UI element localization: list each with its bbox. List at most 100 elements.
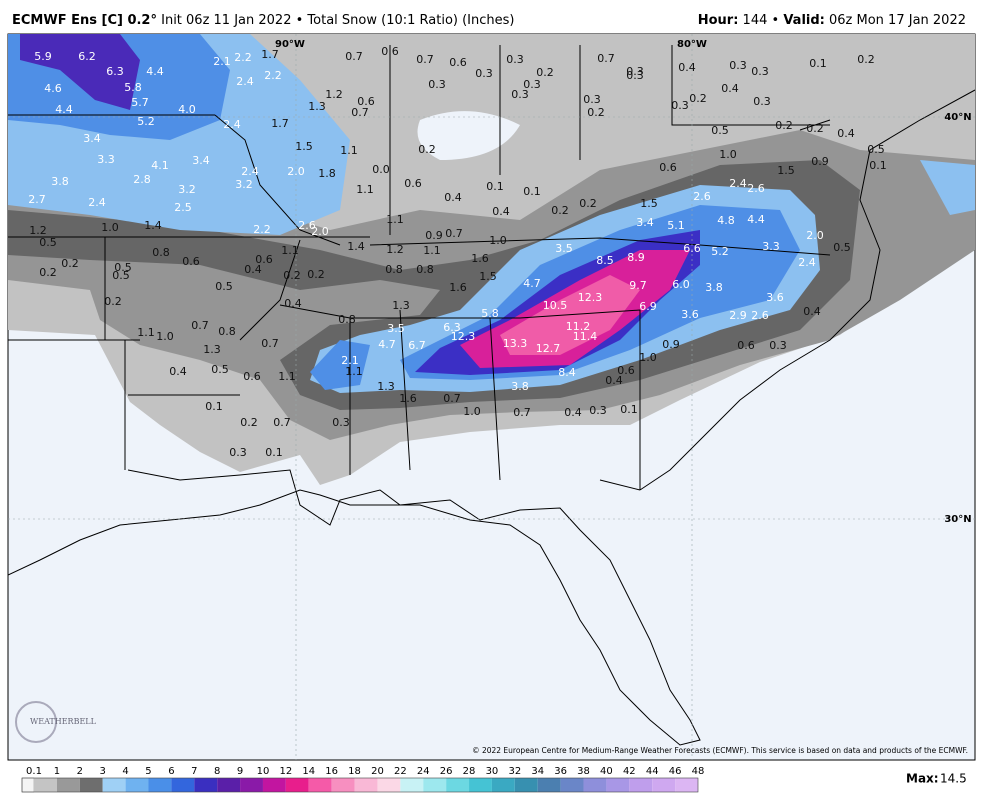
point-value: 1.2	[29, 224, 47, 237]
point-value: 6.6	[683, 242, 701, 255]
point-value: 0.9	[811, 155, 829, 168]
point-value: 0.2	[689, 92, 707, 105]
point-value: 1.1	[356, 183, 374, 196]
point-value: 1.0	[463, 405, 481, 418]
point-value: 0.1	[869, 159, 887, 172]
point-value: 4.1	[151, 159, 169, 172]
point-value: 0.3	[229, 446, 247, 459]
point-value: 1.5	[777, 164, 795, 177]
legend-tick-label: 32	[508, 766, 521, 777]
point-value: 12.3	[451, 330, 476, 343]
point-value: 0.2	[61, 257, 79, 270]
point-value: 1.2	[325, 88, 343, 101]
point-value: 3.2	[235, 178, 253, 191]
point-value: 0.5	[867, 143, 885, 156]
point-value: 2.4	[88, 196, 106, 209]
point-values: 5.9 6.26.3 4.42.1 2.2 1.7 0.7 0.60.7 0.6 0.3 0.70…	[28, 45, 887, 459]
grid-label: 30°N	[944, 514, 971, 525]
point-value: 0.6	[182, 255, 200, 268]
point-value: 0.7	[191, 319, 209, 332]
hour-label: Hour:	[698, 13, 739, 28]
point-value: 0.7	[345, 50, 363, 63]
point-value: 11.2	[566, 320, 591, 333]
point-value: 2.5	[174, 201, 192, 214]
point-value: 0.2	[104, 295, 122, 308]
point-value: 5.8	[124, 81, 142, 94]
point-value: 6.9	[639, 300, 657, 313]
legend-swatch	[308, 778, 332, 792]
point-value: 0.7	[416, 53, 434, 66]
legend-swatch	[285, 778, 309, 792]
point-value: 3.4	[192, 154, 210, 167]
legend-swatch	[606, 778, 630, 792]
point-value: 0.7	[351, 106, 369, 119]
atlantic-coast	[639, 89, 975, 491]
legend-swatch	[102, 778, 126, 792]
point-value: 1.0	[639, 351, 657, 364]
legend-swatch	[537, 778, 561, 792]
point-value: 2.2	[264, 69, 282, 82]
point-value: 0.3	[511, 88, 529, 101]
map: 5.9 6.26.3 4.42.1 2.2 1.7 0.7 0.60.7 0.6 0.3 0.70…	[7, 33, 976, 761]
point-value: 1.0	[489, 234, 507, 247]
point-value: 3.8	[511, 380, 529, 393]
shade-clear	[417, 111, 520, 160]
point-value: 0.9	[425, 229, 443, 242]
point-value: 1.1	[423, 244, 441, 257]
point-value: 6.3	[106, 65, 124, 78]
legend-tick-label: 22	[394, 766, 407, 777]
point-value: 0.5	[215, 280, 233, 293]
valid-label: Valid:	[783, 13, 825, 28]
point-value: 0.5	[112, 269, 130, 282]
legend-tick-label: 44	[646, 766, 659, 777]
point-value: 0.7	[261, 337, 279, 350]
point-value: 0.4	[837, 127, 855, 140]
point-value: 0.3	[753, 95, 771, 108]
init: Init 06z 11 Jan 2022	[161, 13, 291, 28]
point-value: 0.6	[243, 370, 261, 383]
point-value: 9.7	[629, 279, 647, 292]
point-value: 2.6	[298, 219, 316, 232]
legend-tick-label: 8	[214, 766, 220, 777]
point-value: 0.6	[404, 177, 422, 190]
point-value: 0.3	[332, 416, 350, 429]
legend-tick-label: 40	[600, 766, 613, 777]
legend-tick-label: 16	[325, 766, 338, 777]
point-value: 0.2	[307, 268, 325, 281]
point-value: 4.0	[178, 103, 196, 116]
point-value: 0.7	[513, 406, 531, 419]
point-value: 0.6	[617, 364, 635, 377]
logo: WEATHERBELL	[30, 717, 97, 726]
point-value: 2.0	[806, 229, 824, 242]
point-value: 0.2	[587, 106, 605, 119]
point-value: 0.0	[372, 163, 390, 176]
point-value: 3.3	[97, 153, 115, 166]
point-value: 0.6	[449, 56, 467, 69]
legend-swatch	[583, 778, 607, 792]
legend-tick-label: 12	[279, 766, 292, 777]
point-value: 1.3	[308, 100, 326, 113]
legend-tick-label: 14	[302, 766, 315, 777]
legend-swatch	[194, 778, 218, 792]
header-right: Hour: 144 • Valid: 06z Mon 17 Jan 2022	[698, 13, 966, 28]
legend-tick-label: 38	[577, 766, 590, 777]
legend-tick-label: 20	[371, 766, 384, 777]
point-value: 10.5	[543, 299, 568, 312]
point-value: 1.8	[318, 167, 336, 180]
point-value: 0.5	[833, 241, 851, 254]
copyright: © 2022 European Centre for Medium-Range …	[472, 746, 968, 755]
point-value: 4.6	[44, 82, 62, 95]
point-value: 0.8	[338, 313, 356, 326]
separator: •	[772, 13, 780, 28]
legend-tick-label: 5	[145, 766, 151, 777]
point-value: 0.1	[265, 446, 283, 459]
point-value: 1.5	[295, 140, 313, 153]
point-value: 0.3	[729, 59, 747, 72]
point-value: 0.2	[240, 416, 258, 429]
point-value: 0.2	[775, 119, 793, 132]
point-value: 8.4	[558, 366, 576, 379]
point-value: 8.9	[627, 251, 645, 264]
point-value: 0.8	[385, 263, 403, 276]
max-label: Max:	[906, 772, 939, 786]
point-value: 3.6	[681, 308, 699, 321]
